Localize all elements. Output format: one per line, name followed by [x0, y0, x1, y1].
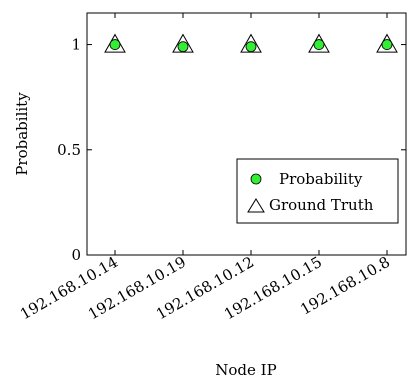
legend-label-ground-truth: Ground Truth	[269, 196, 374, 214]
marks-layer	[105, 35, 397, 53]
probability-marker	[314, 40, 324, 50]
probability-marker	[178, 42, 188, 52]
x-axis-title: Node IP	[215, 361, 276, 379]
y-axis-title: Probability	[13, 92, 31, 176]
y-tick-label: 1	[71, 36, 81, 54]
legend-circle-marker	[251, 174, 261, 184]
legend-label-probability: Probability	[279, 170, 363, 188]
y-tick-label: 0	[71, 246, 81, 264]
probability-marker	[110, 40, 120, 50]
y-tick-label: 0.5	[57, 141, 81, 159]
probability-marker	[382, 40, 392, 50]
probability-marker	[246, 42, 256, 52]
legend: Probability Ground Truth	[237, 159, 398, 223]
